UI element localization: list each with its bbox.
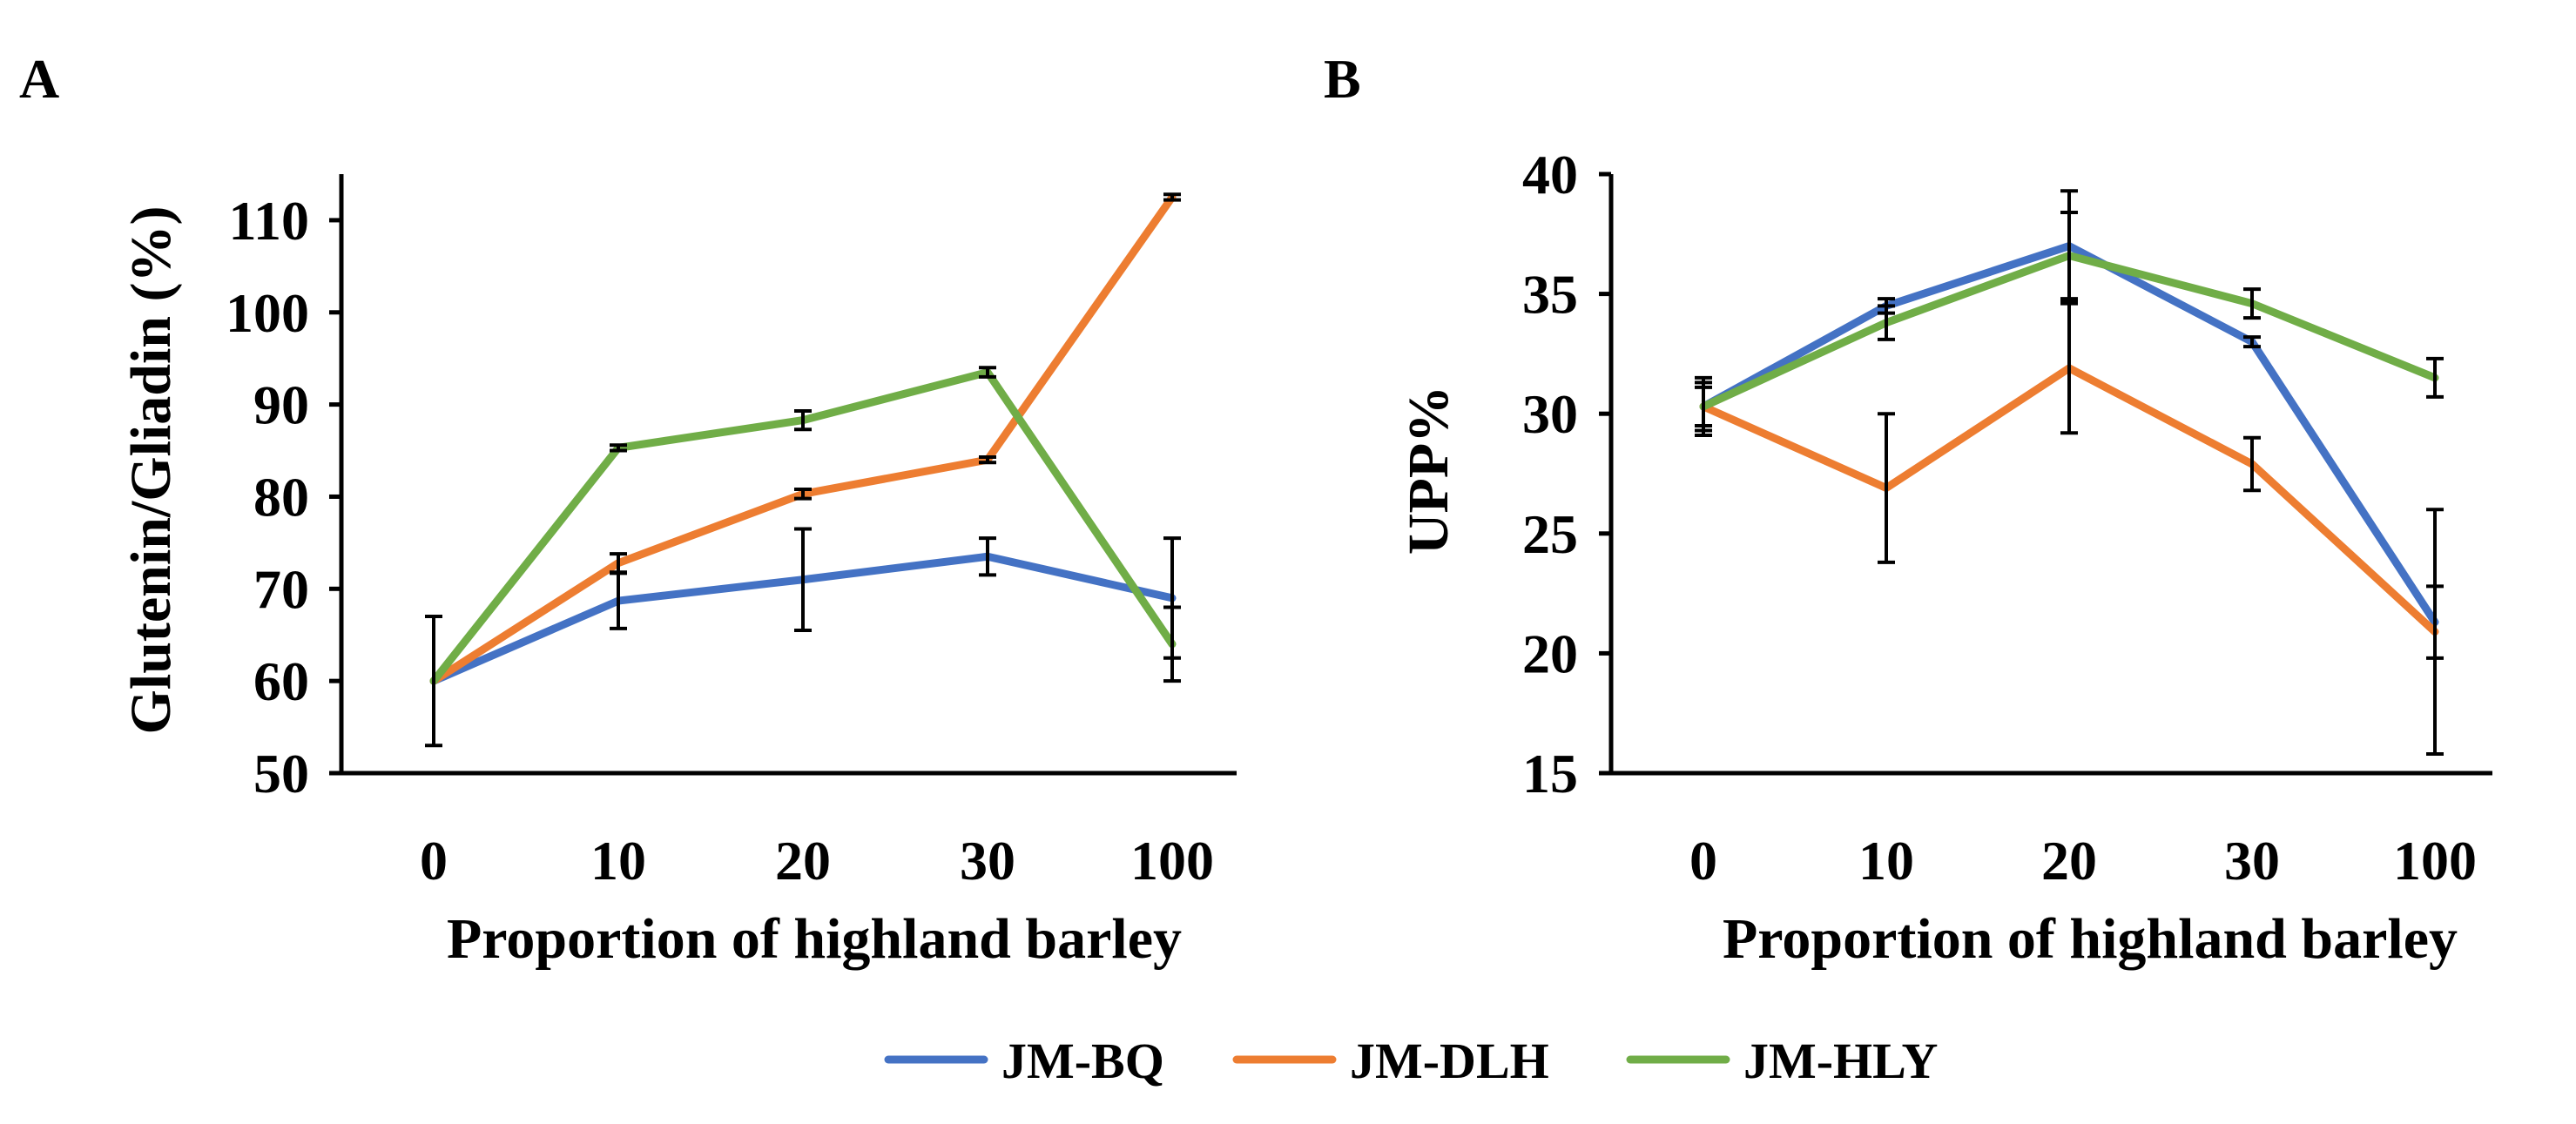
panel-a-x-tick-label: 30: [960, 830, 1015, 892]
panel-b-y-tick-label: 20: [1522, 623, 1578, 684]
panel-b-letter: B: [1324, 48, 1361, 110]
panel-a-jm-dlh-error-bar: [1163, 192, 1181, 202]
panel-b-y-tick-label: 25: [1522, 503, 1578, 565]
panel-b-x-tick-label: 10: [1858, 830, 1914, 892]
panel-b-x-tick-label: 100: [2393, 830, 2477, 892]
panel-b-y-axis-title: UPP%: [1397, 386, 1460, 555]
panel-b-jm-dlh-error-bar: [2060, 301, 2078, 435]
panel-b-jm-hly-error-bar: [2243, 287, 2261, 320]
panel-a-jm-hly-error-bar: [979, 366, 996, 379]
panel-a-y-tick-label: 70: [253, 558, 309, 620]
panel-a-x-tick-label: 10: [590, 830, 646, 892]
panel-b-jm-dlh-error-bar: [2426, 508, 2444, 756]
legend-item-jm-dlh: JM-DLH: [1232, 1033, 1549, 1089]
panel-a-y-tick-label: 80: [253, 466, 309, 528]
panel-b-jm-hly-error-bar: [1878, 304, 1895, 341]
panel-a-letter: A: [19, 48, 59, 110]
panel-b-jm-hly-error-bar: [2426, 356, 2444, 399]
panel-b-x-tick-label: 20: [2041, 830, 2097, 892]
panel-b-jm-dlh-error-bar: [2243, 435, 2261, 493]
legend-label-jm-bq: JM-BQ: [1001, 1033, 1164, 1089]
panel-a-chart: A 50 60 70 80 90 100 110 0 10 20 30 100 Proportion of…: [19, 48, 1237, 971]
panel-a-jm-bq-error-bar: [794, 527, 812, 632]
panel-a-y-tick-label: 50: [253, 743, 309, 804]
panel-b-jm-hly-error-bar: [2060, 211, 2078, 301]
legend-label-jm-hly: JM-HLY: [1743, 1033, 1938, 1089]
legend-item-jm-bq: JM-BQ: [884, 1033, 1164, 1089]
panel-b-y-tick-label: 35: [1522, 264, 1578, 326]
panel-a-jm-hly-error-bar: [1163, 605, 1181, 683]
panel-a-y-tick-label: 60: [253, 650, 309, 712]
panel-a-y-tick-label: 100: [226, 282, 309, 344]
panel-a-jm-bq-error-bar: [425, 615, 442, 748]
panel-a-jm-dlh-error-bar: [979, 454, 996, 465]
legend-label-jm-dlh: JM-DLH: [1350, 1033, 1549, 1089]
panel-a-jm-bq-error-bar: [979, 536, 996, 577]
panel-a-x-tick-label: 20: [775, 830, 831, 892]
panel-a-y-axis-title: Glutenin/Gliadin (%): [119, 206, 183, 735]
panel-b-y-tick-label: 15: [1522, 743, 1578, 804]
legend-item-jm-hly: JM-HLY: [1626, 1033, 1938, 1089]
chart-legend: JM-BQ JM-DLH JM-HLY: [884, 1033, 1938, 1089]
panel-a-jm-dlh-error-bar: [610, 552, 627, 575]
panel-a-y-tick-label: 110: [229, 190, 309, 252]
panel-b-y-tick-label: 30: [1522, 383, 1578, 445]
panel-a-x-axis-title: Proportion of highland barley: [447, 907, 1182, 971]
panel-a-x-tick-label: 0: [420, 830, 448, 892]
panel-b-jm-bq-error-bar: [2243, 335, 2261, 349]
panel-b-x-tick-label: 30: [2224, 830, 2280, 892]
panel-b-jm-hly-error-bar: [1695, 385, 1712, 427]
panel-b-y-tick-label: 40: [1522, 144, 1578, 205]
panel-a-x-tick-label: 100: [1130, 830, 1214, 892]
panel-a-jm-hly-error-bar: [610, 443, 627, 453]
panel-b-chart: B 15 20 25 30 35 40 0 10 20 30 100 Proportion of hig…: [1324, 48, 2492, 971]
panel-b-x-tick-label: 0: [1689, 830, 1717, 892]
panel-a-y-tick-label: 90: [253, 374, 309, 436]
panel-a-jm-hly-error-bar: [794, 409, 812, 432]
panel-b-jm-dlh-error-bar: [1878, 412, 1895, 564]
panel-b-x-axis-title: Proportion of highland barley: [1723, 907, 2458, 971]
panel-a-jm-dlh-error-bar: [794, 487, 812, 501]
